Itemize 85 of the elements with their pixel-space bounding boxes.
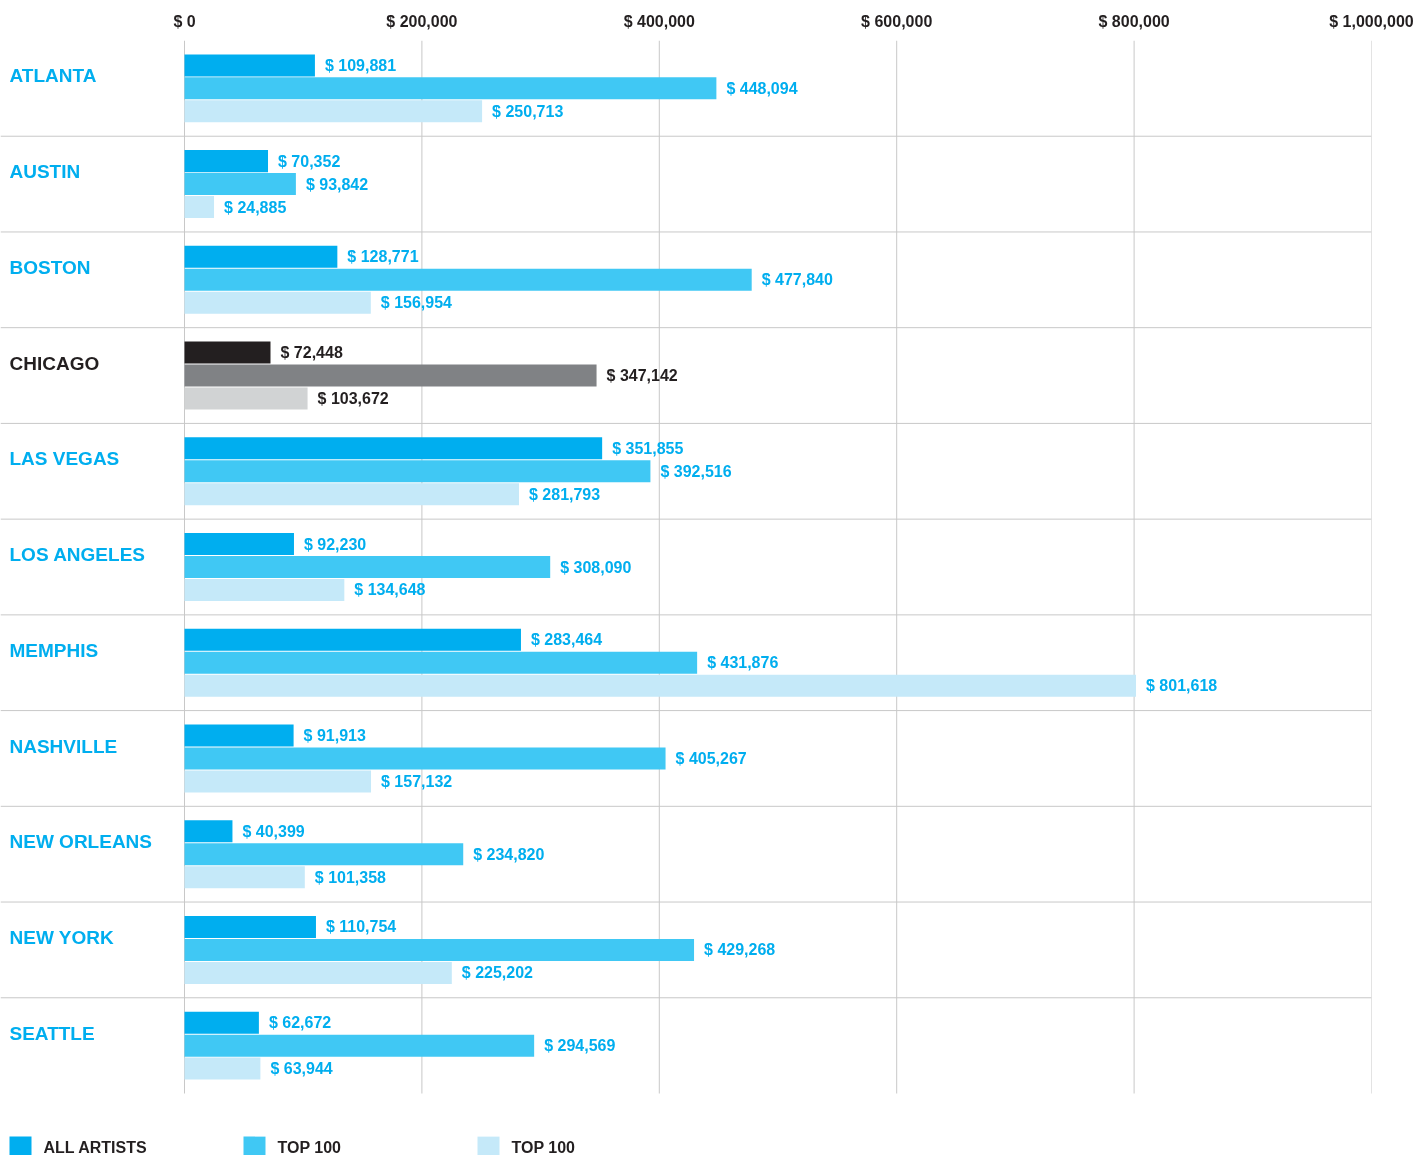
data-label: $ 347,142 xyxy=(606,367,678,385)
x-tick-label: $ 200,000 xyxy=(386,12,458,30)
y-tick-label: NASHVILLE xyxy=(9,735,118,757)
bar xyxy=(184,651,698,674)
data-label: $ 156,954 xyxy=(380,294,453,312)
data-label: $ 477,840 xyxy=(761,271,833,289)
bar xyxy=(184,866,305,889)
bar xyxy=(184,628,521,651)
bar xyxy=(184,674,1137,697)
data-label: $ 103,672 xyxy=(317,390,389,408)
y-tick-label: NEW YORK xyxy=(9,926,114,948)
y-tick-label: CHICAGO xyxy=(9,352,100,374)
bar xyxy=(184,100,483,123)
bar xyxy=(184,843,464,866)
bar xyxy=(184,54,315,77)
data-label: $ 431,876 xyxy=(707,654,779,672)
data-label: $ 63,944 xyxy=(270,1060,333,1078)
bar xyxy=(184,268,752,291)
bar xyxy=(184,150,269,173)
bar xyxy=(184,364,597,387)
bar xyxy=(184,196,215,219)
bar xyxy=(184,938,695,961)
x-tick-label: $ 800,000 xyxy=(1098,12,1170,30)
data-label: $ 109,881 xyxy=(324,56,397,74)
bar xyxy=(184,1011,259,1034)
bar xyxy=(184,555,551,579)
bar xyxy=(184,578,345,601)
data-label: $ 294,569 xyxy=(544,1037,616,1055)
bar xyxy=(184,915,316,938)
data-label: $ 24,885 xyxy=(224,198,287,216)
data-label: $ 405,267 xyxy=(675,749,747,767)
data-label: $ 110,754 xyxy=(325,918,397,936)
data-label: $ 128,771 xyxy=(347,248,419,266)
bar xyxy=(184,437,603,460)
x-tick-label: $ 400,000 xyxy=(623,12,695,30)
data-label: $ 250,713 xyxy=(492,102,564,120)
data-label: $ 157,132 xyxy=(381,772,453,790)
data-label: $ 62,672 xyxy=(268,1014,332,1032)
data-label: $ 93,842 xyxy=(305,175,369,193)
x-tick-label: $ 1,000,000 xyxy=(1329,12,1414,30)
data-label: $ 234,820 xyxy=(473,845,545,863)
bar xyxy=(184,747,666,770)
bar xyxy=(184,961,452,984)
legend-label: ALL ARTISTS xyxy=(43,1139,147,1157)
data-label: $ 101,358 xyxy=(314,868,387,886)
bar xyxy=(184,770,372,793)
bar xyxy=(184,533,294,556)
data-label: $ 801,618 xyxy=(1146,677,1218,695)
data-label: $ 392,516 xyxy=(660,462,732,480)
y-tick-label: LAS VEGAS xyxy=(9,448,120,470)
y-tick-label: MEMPHIS xyxy=(9,639,99,661)
data-label: $ 134,648 xyxy=(354,581,426,599)
y-tick-label: AUSTIN xyxy=(9,161,81,183)
data-label: $ 351,855 xyxy=(612,439,684,457)
bar xyxy=(184,341,271,364)
data-label: $ 70,352 xyxy=(278,152,341,170)
legend-label: TOP 100 xyxy=(277,1139,342,1157)
bar xyxy=(184,1057,261,1080)
y-tick-label: BOSTON xyxy=(9,256,91,278)
data-label: $ 92,230 xyxy=(303,535,367,553)
bar xyxy=(184,483,519,506)
y-tick-label: ATLANTA xyxy=(9,65,97,87)
y-tick-label: SEATTLE xyxy=(9,1022,95,1044)
data-label: $ 40,399 xyxy=(242,822,305,840)
data-label: $ 429,268 xyxy=(704,941,776,959)
bar xyxy=(184,173,296,196)
bar xyxy=(184,77,717,100)
bar xyxy=(184,1034,535,1057)
y-tick-label: LOS ANGELES xyxy=(9,544,145,566)
bar xyxy=(184,291,371,314)
data-label: $ 225,202 xyxy=(461,964,534,982)
bar xyxy=(184,460,651,483)
data-label: $ 308,090 xyxy=(560,558,632,576)
x-tick-label: $ 600,000 xyxy=(861,12,933,30)
data-label: $ 72,448 xyxy=(280,344,343,362)
data-label: $ 281,793 xyxy=(528,485,601,503)
x-tick-label: $ 0 xyxy=(173,12,196,30)
bar xyxy=(184,245,338,268)
y-tick-label: NEW ORLEANS xyxy=(9,831,152,853)
bar xyxy=(184,820,233,843)
data-label: $ 448,094 xyxy=(726,79,798,97)
bar xyxy=(184,724,294,747)
legend-label: TOP 100 xyxy=(511,1139,576,1157)
data-label: $ 91,913 xyxy=(303,726,366,744)
data-label: $ 283,464 xyxy=(530,631,603,649)
